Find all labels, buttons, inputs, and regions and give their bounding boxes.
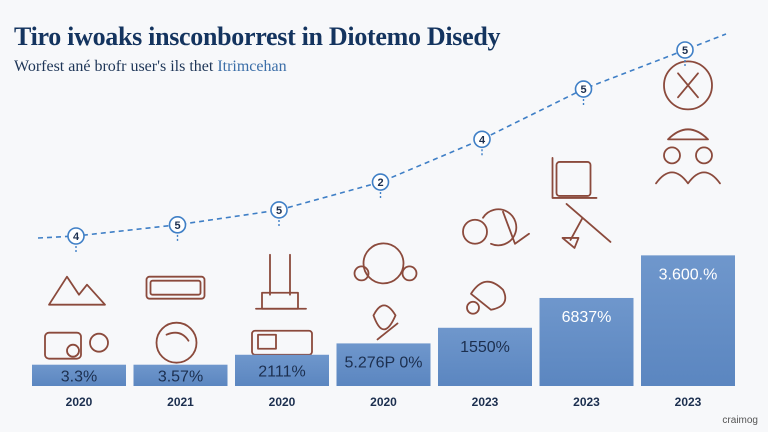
x-tick-label: 2020 [269,395,296,409]
chart-board-icon [551,157,612,249]
network-icon-part [372,304,397,331]
plant-icon-part [261,291,299,310]
trend-marker-label: 5 [682,45,688,57]
trend-line [37,33,727,239]
trend-marker [574,80,593,98]
network-icon-part [353,265,370,282]
gear-icon-part [482,208,518,247]
trend-marker-label: 4 [479,134,486,146]
trend-marker [676,41,694,59]
chart-board-icon-part [561,237,580,249]
gear-icon-part [470,280,507,311]
plant-icon-part [269,253,291,296]
mountain-icon-part [66,343,80,358]
people-icon-part [663,146,681,165]
bar [235,354,329,386]
bar [539,297,634,386]
mountain-icon [44,275,109,360]
plant-icon-part [257,333,277,350]
trend-marker [270,201,288,219]
x-tick-label: 2020 [66,395,93,409]
chart-board-icon-part [565,203,612,243]
people-icon [655,60,721,185]
x-tick-label: 2023 [675,395,702,409]
subtitle-text: Worfest ané brofr user's ils thet [14,58,214,75]
chart-board-icon-part [551,157,598,199]
chip-icon-part [155,321,198,364]
trend-marker-label: 5 [276,205,282,217]
people-icon-part [663,60,713,111]
bar [438,327,532,386]
trend-marker-label: 5 [580,84,586,96]
gear-icon-part [502,210,530,245]
trend-marker-label: 5 [174,220,180,232]
gear-icon [462,208,530,315]
mountain-icon-part [44,331,82,360]
bar-value-label: 2111% [258,363,305,380]
x-tick-label: 2020 [370,395,397,409]
bar [641,255,735,386]
network-icon-part [401,265,418,282]
network-icon-part [362,242,405,285]
watermark: craimog [722,415,758,426]
x-tick-label: 2023 [573,395,600,409]
x-tick-label: 2021 [167,395,194,409]
subtitle-accent: Itrimcehan [217,58,287,75]
people-icon-part [667,128,709,141]
trend-marker [371,173,390,191]
gear-icon-part [462,218,488,245]
chip-icon [145,275,206,364]
gear-icon-part [466,300,480,315]
bar-value-label: 6837% [562,309,612,326]
bar-value-label: 3.3% [61,368,97,385]
chart-subtitle: Worfest ané brofr user's ils thet Itrimc… [14,58,287,76]
plant-icon [251,253,313,356]
chip-icon-part [145,275,206,300]
trend-marker [168,216,187,234]
chip-icon-part [149,279,202,296]
trend-marker [473,130,491,149]
trend-marker [67,227,85,245]
bar-value-label: 3.57% [158,368,203,385]
people-icon-part [655,171,721,185]
chart-board-icon-part [555,161,592,197]
bar [32,364,126,386]
chart-title: Tiro iwoaks insconborrest in Diotemo Dis… [14,22,501,51]
bar [336,343,431,386]
bar-value-label: 1550% [460,339,510,356]
network-icon [353,242,418,341]
mountain-icon-part [48,275,106,306]
bar [133,364,228,386]
x-tick-label: 2023 [472,395,499,409]
bar-value-label: 3.600.% [659,266,718,283]
trend-marker-label: 4 [73,231,80,243]
network-icon-part [376,322,399,341]
bar-value-label: 5.276P 0% [345,354,423,371]
chip-icon-part [165,331,190,342]
trend-marker-label: 2 [377,177,383,189]
people-icon-part [677,72,699,99]
mountain-icon-part [89,332,109,353]
people-icon-part [695,146,713,165]
